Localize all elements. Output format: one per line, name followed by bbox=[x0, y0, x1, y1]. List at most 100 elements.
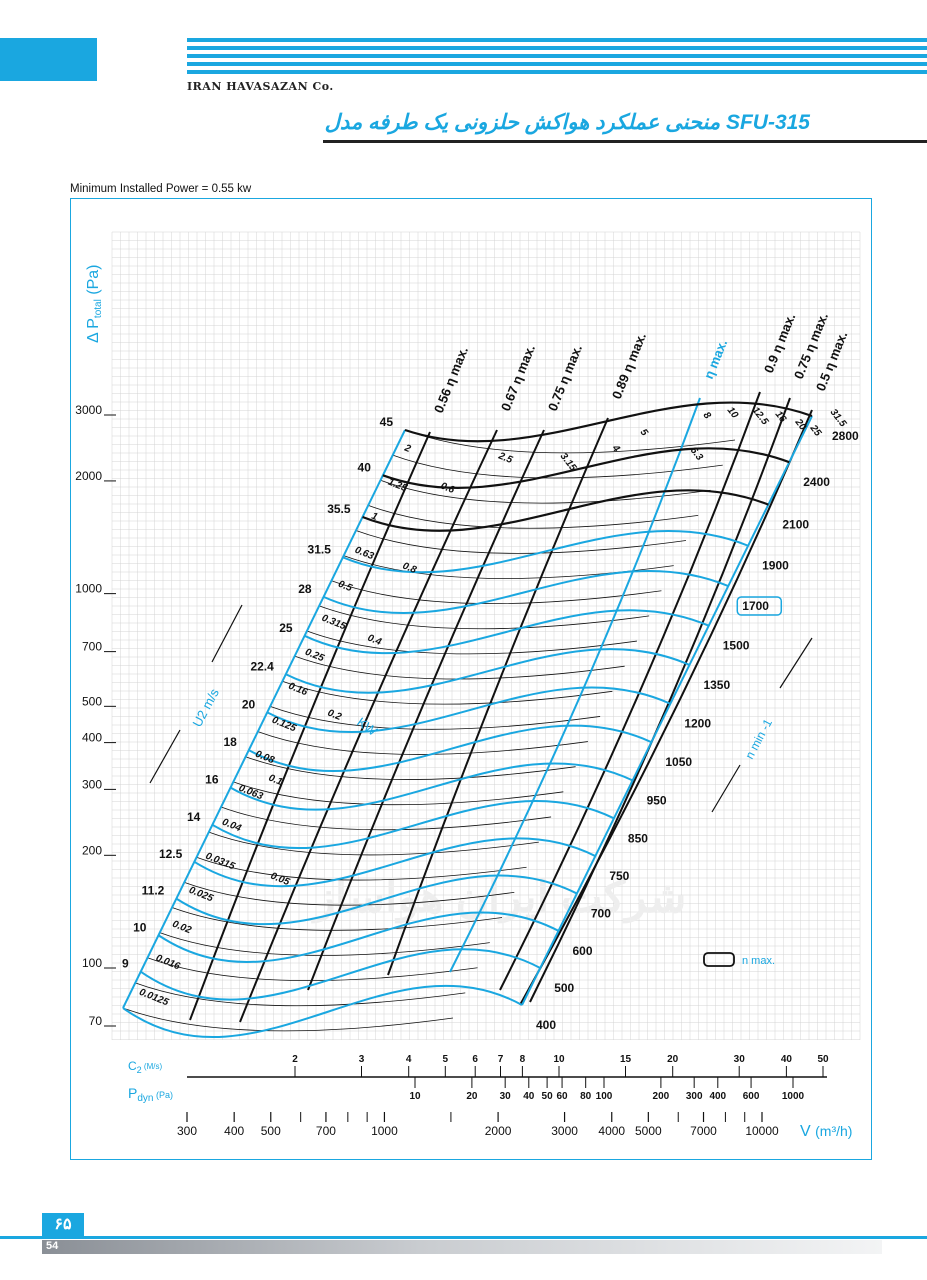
speed-label: 700 bbox=[591, 907, 611, 921]
power-label: 1 bbox=[370, 511, 380, 523]
u2-arrow-line bbox=[211, 604, 243, 663]
speed-label: 1900 bbox=[762, 559, 789, 573]
page-title-wrap: منحنی عملکرد هواکش حلزونی یک طرفه مدل SF… bbox=[320, 110, 810, 142]
efficiency-label: η max. bbox=[701, 337, 730, 381]
power-label: 0.5 bbox=[337, 579, 354, 595]
power-label: 0.4 bbox=[366, 633, 383, 649]
pdyn-tick-label: 40 bbox=[523, 1091, 535, 1102]
u2-label: 25 bbox=[279, 621, 293, 635]
speed-curve bbox=[230, 762, 634, 811]
speed-curve bbox=[266, 686, 671, 734]
efficiency-label: 0.67 η max. bbox=[498, 343, 538, 414]
efficiency-label: 0.75 η max. bbox=[545, 343, 585, 414]
power-line bbox=[380, 479, 711, 504]
pdyn-tick-label: 1000 bbox=[782, 1091, 805, 1102]
y-tick-label: 400 bbox=[82, 731, 102, 745]
u2-axis-label: U2 m/s bbox=[189, 686, 222, 730]
efficiency-lines bbox=[122, 391, 813, 1032]
y-axis-label: Δ Ptotal (Pa) bbox=[85, 265, 104, 344]
title-underline bbox=[323, 140, 927, 143]
pdyn-tick-label: 20 bbox=[466, 1091, 478, 1102]
u2-label: 31.5 bbox=[308, 542, 332, 556]
u2-label: 12.5 bbox=[159, 847, 183, 861]
pdyn-tick-label: 10 bbox=[409, 1091, 421, 1102]
efficiency-line bbox=[519, 409, 813, 1006]
speed-curve bbox=[382, 447, 790, 490]
y-tick-label: 500 bbox=[82, 694, 102, 708]
speed-curves bbox=[122, 401, 813, 1038]
power-label: 0.063 bbox=[237, 783, 265, 803]
speed-curve bbox=[248, 724, 652, 773]
c2-tick-label: 20 bbox=[667, 1054, 679, 1065]
watermark-text: شرکت ایران هواساز bbox=[311, 873, 687, 924]
power-line bbox=[355, 530, 687, 554]
page-title: منحنی عملکرد هواکش حلزونی یک طرفه مدل SF… bbox=[324, 111, 810, 134]
speed-label: 750 bbox=[609, 869, 629, 883]
speed-label: 1350 bbox=[703, 678, 730, 692]
efficiency-line bbox=[529, 397, 791, 1003]
power-line bbox=[147, 957, 478, 981]
u2-label: 22.4 bbox=[250, 659, 274, 673]
speed-arrow-line bbox=[711, 764, 741, 813]
x-tick-label: 400 bbox=[224, 1124, 244, 1138]
efficiency-line bbox=[499, 391, 761, 991]
power-label: 0.1 bbox=[267, 773, 284, 789]
y-tick-label: 1000 bbox=[75, 582, 102, 596]
c2-tick-label: 8 bbox=[520, 1054, 526, 1065]
u2-label: 35.5 bbox=[327, 502, 351, 516]
u2-label: 14 bbox=[187, 810, 201, 824]
x-tick-label: 500 bbox=[261, 1124, 281, 1138]
x-tick-label: 3000 bbox=[551, 1124, 578, 1138]
x-tick-label: 300 bbox=[177, 1124, 197, 1138]
left-envelope-edge bbox=[122, 429, 406, 1009]
pdyn-tick-label: 60 bbox=[557, 1091, 569, 1102]
speed-label: 1050 bbox=[665, 755, 692, 769]
efficiency-line bbox=[239, 429, 498, 1023]
speed-label: 1700 bbox=[742, 599, 769, 613]
x-tick-label: 10000 bbox=[745, 1124, 779, 1138]
speed-curve bbox=[362, 489, 769, 532]
pdyn-tick-label: 80 bbox=[580, 1091, 592, 1102]
u2-label: 45 bbox=[380, 415, 394, 429]
power-line bbox=[368, 505, 699, 529]
power-label: 12.5 bbox=[750, 405, 771, 427]
chart-frame bbox=[70, 198, 872, 1160]
pdyn-axis-label: Pdyn (Pa) bbox=[128, 1085, 173, 1104]
c2-tick-label: 30 bbox=[734, 1054, 746, 1065]
c2-tick-label: 2 bbox=[292, 1054, 298, 1065]
pdyn-tick-label: 100 bbox=[596, 1091, 613, 1102]
c2-tick-label: 15 bbox=[620, 1054, 632, 1065]
power-lines bbox=[122, 429, 736, 1032]
header-color-block bbox=[0, 38, 97, 81]
u2-label: 11.2 bbox=[142, 884, 165, 898]
power-label: 0.016 bbox=[154, 953, 182, 973]
speed-label: 1200 bbox=[684, 717, 711, 731]
speed-curve bbox=[323, 569, 729, 614]
chart-axes: 3000 2000 1000 700 500 400 300 200 100 70 Δ Ptotal… bbox=[75, 265, 852, 1141]
power-line bbox=[159, 932, 490, 956]
y-tick-label: 3000 bbox=[75, 403, 102, 417]
power-label: 0.125 bbox=[270, 715, 298, 735]
y-tick-label: 300 bbox=[82, 777, 102, 791]
y-tick-label: 2000 bbox=[75, 469, 102, 483]
y-tick-label: 700 bbox=[82, 640, 102, 654]
x-tick-label: 4000 bbox=[598, 1124, 625, 1138]
u2-arrow-line bbox=[149, 729, 181, 784]
speed-curve bbox=[140, 948, 541, 1001]
pdyn-tick-label: 30 bbox=[500, 1091, 512, 1102]
c2-tick-label: 5 bbox=[443, 1054, 449, 1065]
c2-tick-label: 50 bbox=[817, 1054, 829, 1065]
speed-curve bbox=[304, 609, 710, 655]
c2-axis-label: C2 (M/s) bbox=[128, 1059, 162, 1075]
pdyn-tick-label: 400 bbox=[709, 1091, 726, 1102]
power-label: 0.8 bbox=[401, 561, 418, 577]
power-label: 2 bbox=[402, 442, 413, 455]
header-stripe bbox=[187, 38, 927, 42]
power-label: 8 bbox=[701, 410, 713, 422]
power-line bbox=[135, 982, 466, 1007]
speed-label: 400 bbox=[536, 1018, 556, 1032]
page-number-en: 54 bbox=[46, 1240, 59, 1252]
speed-label: 2100 bbox=[782, 518, 809, 532]
x-tick-label: 2000 bbox=[485, 1124, 512, 1138]
